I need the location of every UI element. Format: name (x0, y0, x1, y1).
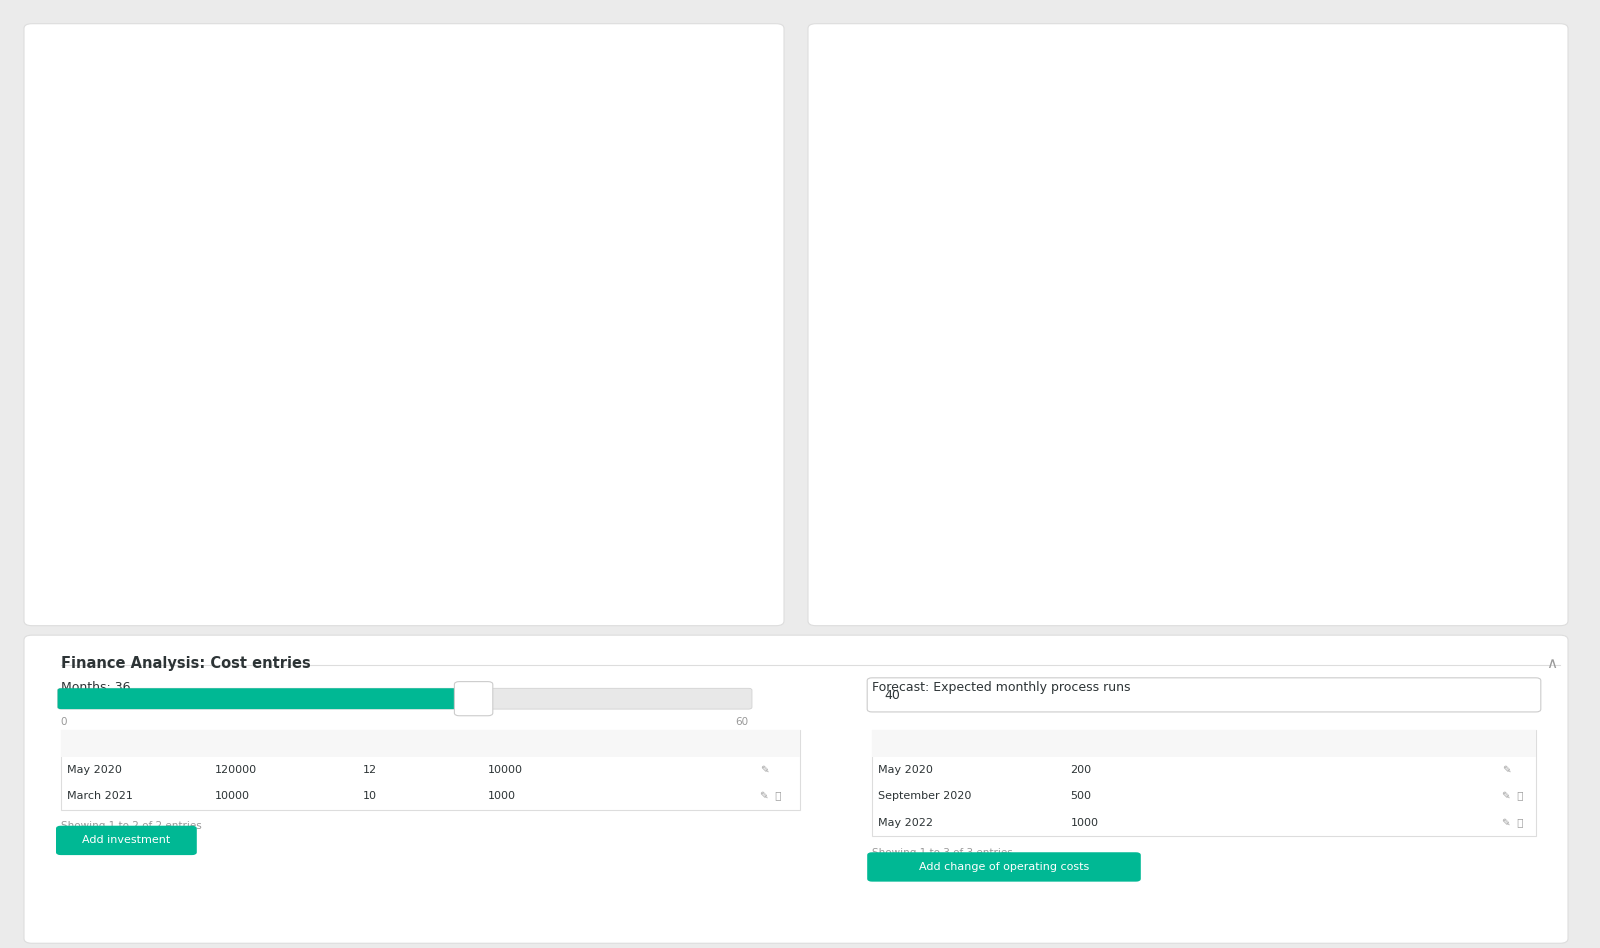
Text: Finance Analysis: Cost entries: Finance Analysis: Cost entries (61, 656, 310, 671)
Text: September 2020: September 2020 (878, 792, 971, 801)
Text: ✎: ✎ (760, 765, 768, 775)
Text: ✎  🗑: ✎ 🗑 (1502, 792, 1523, 801)
Text: 40: 40 (885, 689, 901, 702)
Text: 500: 500 (1070, 792, 1091, 801)
Text: ✎: ✎ (1502, 765, 1510, 775)
Text: ✎  🗑: ✎ 🗑 (760, 792, 781, 801)
Text: ✎  🗑: ✎ 🗑 (1502, 818, 1523, 828)
Text: 1000: 1000 (1070, 818, 1099, 828)
Text: Description: Description (1326, 738, 1398, 748)
Y-axis label: Costs in €: Costs in € (45, 265, 58, 327)
Text: 1000: 1000 (488, 792, 515, 801)
Text: Months: 36: Months: 36 (61, 681, 130, 694)
Text: Monthly operating costs: Monthly operating costs (1070, 738, 1222, 748)
Text: Forecast: Expected monthly process runs: Forecast: Expected monthly process runs (872, 681, 1131, 694)
Text: Showing 1 to 2 of 2 entries: Showing 1 to 2 of 2 entries (61, 821, 202, 831)
Text: 12: 12 (363, 765, 378, 775)
Title: Break-Even-Analysis: Break-Even-Analysis (320, 48, 488, 66)
Text: Showing 1 to 3 of 3 entries: Showing 1 to 3 of 3 entries (872, 848, 1013, 858)
Text: Add investment: Add investment (82, 835, 171, 846)
Text: Starting at: Starting at (67, 738, 134, 748)
Text: ∧: ∧ (1547, 656, 1557, 671)
Text: May 2020: May 2020 (67, 765, 122, 775)
Text: Description: Description (635, 738, 707, 748)
Text: Add change of operating costs: Add change of operating costs (918, 862, 1090, 872)
Text: 10000: 10000 (214, 792, 250, 801)
X-axis label: Months: Months (381, 538, 427, 550)
Text: May 2020: May 2020 (878, 765, 933, 775)
Text: 10000: 10000 (488, 765, 523, 775)
Legend: Total costs, Savings, Fixed costs, Net profit: Total costs, Savings, Fixed costs, Net p… (1024, 585, 1400, 608)
Text: 60: 60 (736, 717, 749, 727)
Text: Monthly cost: Monthly cost (488, 738, 568, 748)
Text: March 2021: March 2021 (67, 792, 133, 801)
Text: Total invest: Total invest (214, 738, 286, 748)
Text: 120000: 120000 (214, 765, 256, 775)
Text: May 2022: May 2022 (878, 818, 933, 828)
Text: From: From (878, 738, 910, 748)
Text: 200: 200 (1070, 765, 1091, 775)
Y-axis label: Costs in €: Costs in € (856, 265, 869, 327)
Point (347, 311, 373, 326)
Text: Months: Months (363, 738, 410, 748)
Text: 0: 0 (61, 717, 67, 727)
Text: 10: 10 (363, 792, 378, 801)
X-axis label: Months: Months (1189, 538, 1235, 550)
Title: Cost Evaluation: Cost Evaluation (1147, 48, 1277, 66)
Legend: Total costs, Savings, Break-Even-Point: Total costs, Savings, Break-Even-Point (242, 585, 566, 608)
